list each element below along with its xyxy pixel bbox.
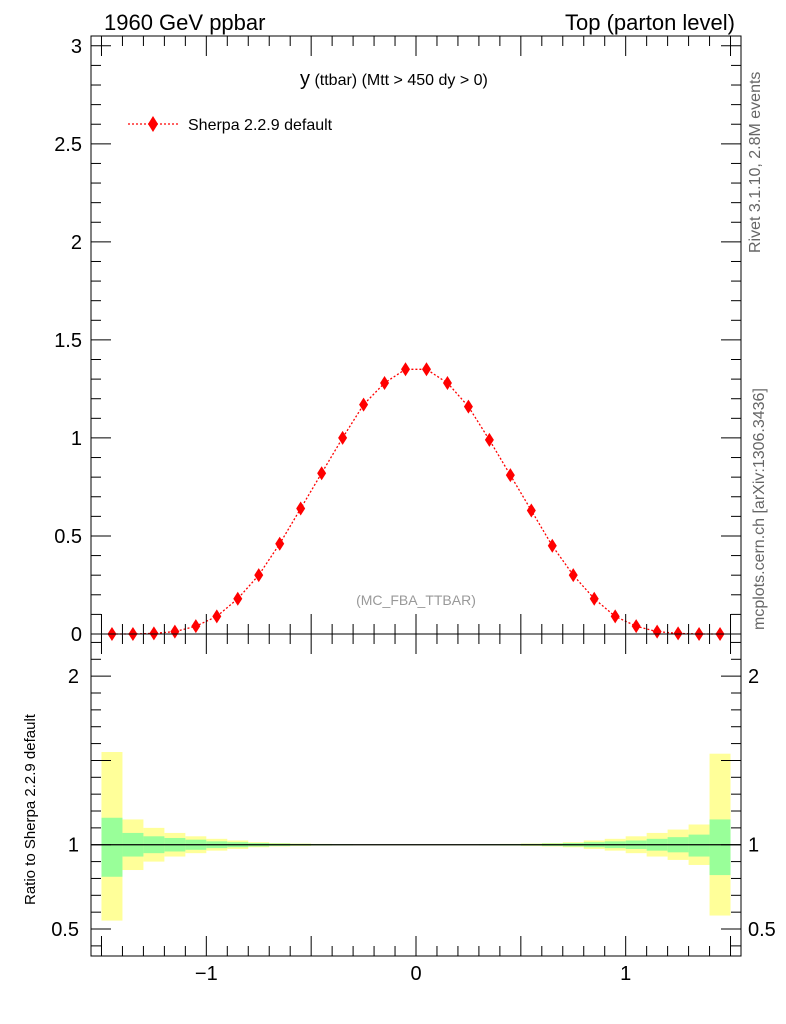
y-tick-label: 3: [71, 36, 82, 58]
ratio-y-tick-label-left: 0.5: [51, 919, 79, 941]
data-point: [463, 399, 473, 414]
rivet-version-label: Rivet 3.1.10, 2.8M events: [747, 72, 764, 253]
stat-uncertainty-bin: [709, 819, 731, 876]
ratio-y-tick-label-right: 2: [748, 666, 759, 688]
data-point: [484, 432, 494, 447]
data-point: [170, 624, 180, 639]
data-point: [589, 591, 599, 606]
ratio-y-tick-label-left: 1: [68, 835, 79, 857]
series-line: [112, 368, 720, 635]
main-y-ticks: [91, 45, 741, 635]
data-point: [149, 626, 159, 641]
ratio-y-axis-label: Ratio to Sherpa 2.2.9 default: [22, 713, 39, 905]
analysis-label: (MC_FBA_TTBAR): [356, 592, 476, 608]
x-tick-label: 1: [620, 963, 631, 985]
y-tick-label: 1.5: [54, 330, 82, 352]
data-point: [275, 536, 285, 551]
data-point: [526, 503, 536, 518]
data-point: [631, 619, 641, 634]
header-process-label: Top (parton level): [565, 10, 735, 35]
x-tick-label: 0: [410, 963, 421, 985]
ratio-plot-area: [91, 752, 741, 921]
ratio-x-tick-labels: −1 0 1: [195, 963, 631, 985]
ratio-y-ticks: [91, 641, 741, 947]
legend: Sherpa 2.2.9 default: [128, 116, 333, 134]
plot-title: y (ttbar) (Mtt > 450 dy > 0): [300, 68, 488, 90]
data-point: [421, 362, 431, 377]
data-point: [652, 624, 662, 639]
ratio-y-tick-label-right: 0.5: [748, 919, 776, 941]
ratio-y-tick-label-left: 2: [68, 666, 79, 688]
plot-title-rest: (ttbar) (Mtt > 450 dy > 0): [310, 72, 488, 89]
data-point: [380, 376, 390, 391]
data-point: [673, 626, 683, 641]
header-energy-label: 1960 GeV ppbar: [104, 10, 265, 35]
data-point: [254, 568, 264, 583]
stat-uncertainty-bin: [101, 817, 123, 877]
data-point: [505, 468, 515, 483]
data-point: [610, 609, 620, 624]
data-point: [338, 430, 348, 445]
y-tick-label: 1: [71, 428, 82, 450]
data-point: [568, 568, 578, 583]
legend-label: Sherpa 2.2.9 default: [188, 117, 333, 134]
ratio-y-tick-label-right: 1: [748, 835, 759, 857]
stat-uncertainty-bin: [688, 834, 710, 857]
data-point: [317, 466, 327, 481]
data-point: [191, 619, 201, 634]
ratio-frame: [90, 633, 742, 957]
main-panel: 0 0.5 1 1.5 2 2.5 3 y (ttbar) (Mtt > 450 dy > …: [54, 35, 742, 646]
data-point: [442, 376, 452, 391]
main-x-ticks: [100, 36, 732, 634]
y-tick-label: 2.5: [54, 134, 82, 156]
y-tick-label: 0: [71, 624, 82, 646]
mcplots-label: mcplots.cern.ch [arXiv:1306.3436]: [751, 388, 768, 630]
data-point: [359, 397, 369, 412]
data-point: [296, 501, 306, 516]
ratio-panel: 0.5 0.5 1 1 2 2 −1 0 1 Ratio to Sherpa 2.2.9 de…: [22, 633, 776, 985]
data-point: [547, 538, 557, 553]
main-y-tick-labels: 0 0.5 1 1.5 2 2.5 3: [54, 36, 82, 646]
y-tick-label: 0.5: [54, 526, 82, 548]
data-point: [233, 591, 243, 606]
data-point: [401, 362, 411, 377]
ratio-y-tick-labels: 0.5 0.5 1 1 2 2: [51, 666, 776, 941]
data-point: [212, 609, 222, 624]
plot-title-main: y: [300, 68, 310, 90]
x-tick-label: −1: [195, 963, 218, 985]
ratio-x-ticks: [100, 634, 732, 956]
y-tick-label: 2: [71, 232, 82, 254]
legend-marker: [148, 116, 158, 132]
